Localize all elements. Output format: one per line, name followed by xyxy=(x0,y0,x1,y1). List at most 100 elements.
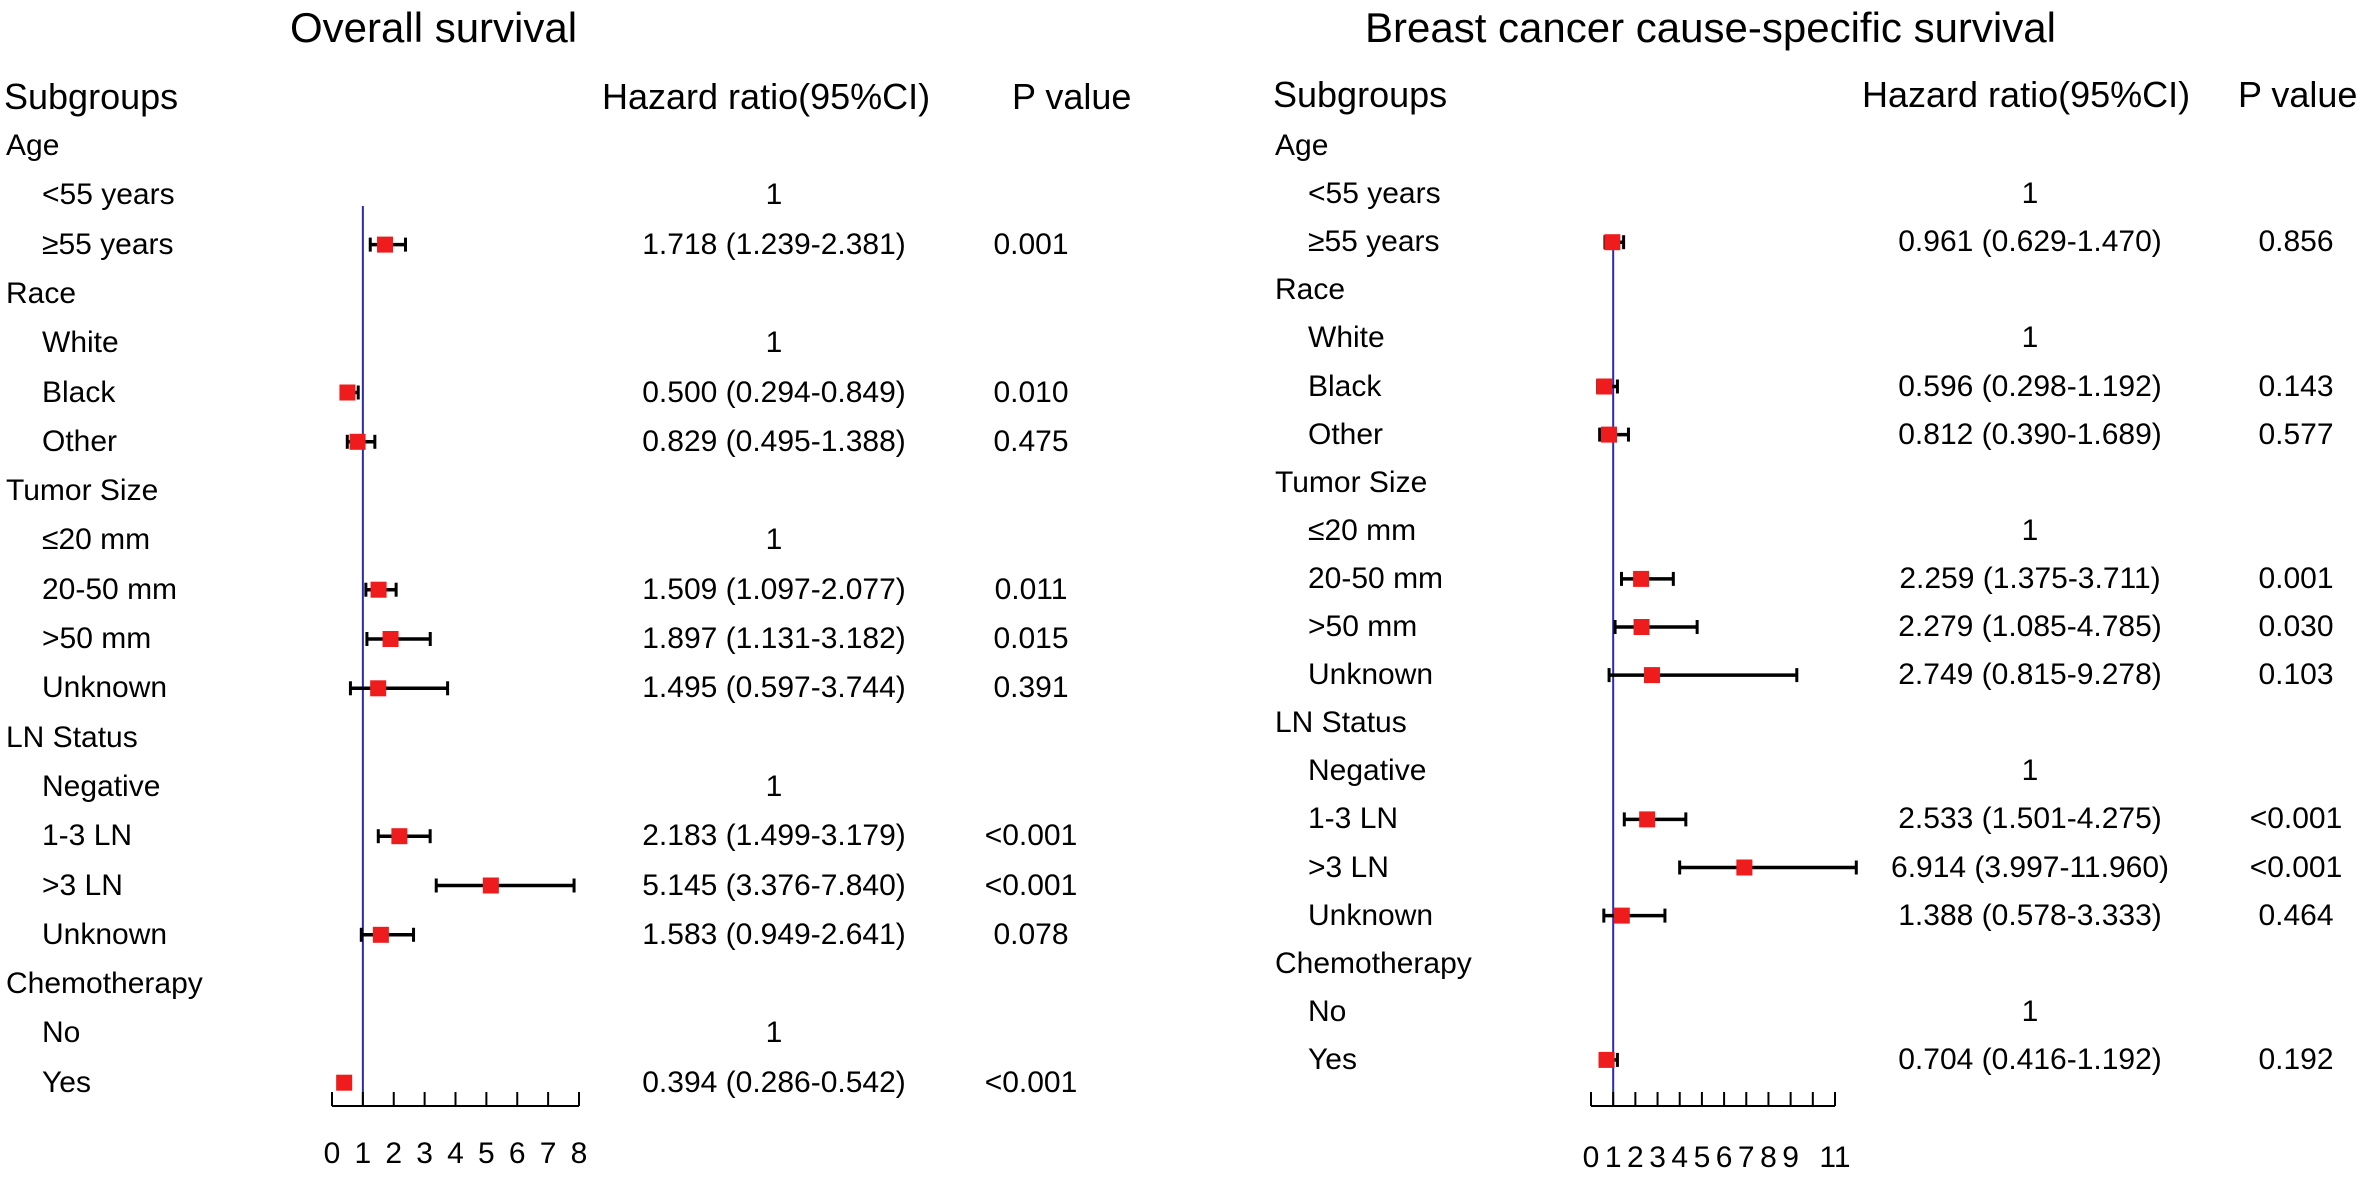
hazard-ratio-value: 1 xyxy=(765,523,783,557)
hazard-ratio-value: 1.509 (1.097-2.077) xyxy=(642,572,906,606)
p-value-header: P value xyxy=(1012,76,1132,117)
hazard-ratio-value: 0.961 (0.629-1.470) xyxy=(1898,225,2162,259)
p-value: <0.001 xyxy=(984,1065,1078,1099)
hazard-ratio-header: Hazard ratio(95%CI) xyxy=(602,76,931,117)
hazard-ratio-value: 1 xyxy=(765,178,783,212)
subgroup-label: White xyxy=(42,326,119,360)
p-value: 0.464 xyxy=(2258,898,2334,932)
subgroup-label: No xyxy=(1308,994,1347,1028)
subgroup-heading: Race xyxy=(6,276,77,310)
x-tick-label: 6 xyxy=(1716,1141,1733,1174)
hr-point-marker xyxy=(1596,378,1613,395)
subgroup-label: ≤20 mm xyxy=(42,523,151,557)
hazard-ratio-value: 1 xyxy=(2021,177,2039,211)
subgroup-label: Unknown xyxy=(42,671,168,705)
hazard-ratio-value: 1 xyxy=(2021,321,2039,355)
subgroup-label: Negative xyxy=(1308,754,1427,788)
subgroup-label: Black xyxy=(42,375,116,409)
p-value: <0.001 xyxy=(2249,802,2343,836)
hr-point-marker xyxy=(1639,811,1656,828)
hr-point-marker xyxy=(1598,1051,1615,1068)
hazard-ratio-value: 0.500 (0.294-0.849) xyxy=(642,375,906,409)
p-value: 0.001 xyxy=(2258,561,2334,595)
subgroup-label: No xyxy=(42,1016,81,1050)
chart-title: Breast cancer cause-specific survival xyxy=(1365,4,2056,51)
subgroup-label: <55 years xyxy=(42,178,175,212)
hr-point-marker xyxy=(1643,667,1660,684)
subgroup-label: Unknown xyxy=(1308,658,1434,692)
hazard-ratio-value: 1 xyxy=(765,326,783,360)
subgroup-label: >3 LN xyxy=(1308,850,1389,884)
p-value: 0.856 xyxy=(2258,225,2334,259)
hr-point-marker xyxy=(391,828,408,845)
p-value: 0.030 xyxy=(2258,610,2334,643)
x-tick-label: 1 xyxy=(355,1137,372,1170)
hr-point-marker xyxy=(370,581,387,598)
subgroup-label: >50 mm xyxy=(1308,610,1418,643)
subgroup-label: Yes xyxy=(42,1065,91,1099)
hr-point-marker xyxy=(349,433,366,450)
subgroup-label: 1-3 LN xyxy=(42,819,133,853)
p-value: 0.391 xyxy=(993,671,1069,705)
subgroup-label: White xyxy=(1308,321,1385,355)
p-value: 0.078 xyxy=(993,917,1069,951)
hr-point-marker xyxy=(372,926,389,943)
p-value: 0.015 xyxy=(993,622,1069,655)
x-tick-label: 4 xyxy=(1671,1141,1688,1174)
subgroup-heading: Tumor Size xyxy=(1275,465,1428,499)
subgroup-label: Black xyxy=(1308,369,1382,403)
x-tick-label: 5 xyxy=(478,1137,495,1170)
subgroup-label: >3 LN xyxy=(42,868,123,902)
hazard-ratio-value: 1 xyxy=(2021,754,2039,788)
subgroup-label: ≥55 years xyxy=(42,227,174,261)
hazard-ratio-value: 1.583 (0.949-2.641) xyxy=(642,917,906,951)
hazard-ratio-value: 2.533 (1.501-4.275) xyxy=(1898,802,2162,836)
x-tick-label: 6 xyxy=(509,1137,526,1170)
p-value: 0.011 xyxy=(994,572,1068,606)
subgroup-label: >50 mm xyxy=(42,622,152,655)
x-tick-label: 4 xyxy=(447,1137,464,1170)
x-tick-label: 7 xyxy=(1738,1141,1755,1174)
subgroup-label: ≥55 years xyxy=(1308,225,1440,259)
p-value: 0.577 xyxy=(2258,417,2334,451)
x-tick-label: 1 xyxy=(1605,1141,1622,1174)
hazard-ratio-value: 2.259 (1.375-3.711) xyxy=(1899,561,2161,595)
hr-point-marker xyxy=(1601,426,1618,443)
subgroup-label: Unknown xyxy=(42,917,168,951)
subgroup-label: Negative xyxy=(42,769,161,803)
hazard-ratio-value: 1 xyxy=(2021,994,2039,1028)
x-tick-label: 5 xyxy=(1694,1141,1711,1174)
hazard-ratio-value: 0.704 (0.416-1.192) xyxy=(1898,1042,2162,1076)
hr-point-marker xyxy=(1736,859,1753,876)
hazard-ratio-value: 1 xyxy=(2021,513,2039,547)
subgroup-heading: Race xyxy=(1275,273,1346,307)
subgroup-label: 20-50 mm xyxy=(42,572,178,606)
x-tick-label: 3 xyxy=(1649,1141,1666,1174)
chart-title: Overall survival xyxy=(290,4,578,51)
x-tick-label: 8 xyxy=(571,1137,588,1170)
hazard-ratio-value: 2.279 (1.085-4.785) xyxy=(1898,610,2162,643)
x-tick-label: 8 xyxy=(1760,1141,1777,1174)
x-tick-label: 2 xyxy=(385,1137,402,1170)
subgroup-label: 20-50 mm xyxy=(1308,561,1444,595)
subgroup-label: Yes xyxy=(1308,1042,1357,1076)
subgroup-label: 1-3 LN xyxy=(1308,802,1399,836)
hr-point-marker xyxy=(1633,619,1650,635)
x-tick-label: 3 xyxy=(416,1137,433,1170)
subgroup-heading: Chemotherapy xyxy=(1275,946,1472,980)
hazard-ratio-value: 1 xyxy=(765,769,783,803)
hazard-ratio-value: 0.394 (0.286-0.542) xyxy=(642,1065,906,1099)
p-value: 0.010 xyxy=(993,375,1069,409)
subgroup-label: <55 years xyxy=(1308,177,1441,211)
hazard-ratio-value: 1.718 (1.239-2.381) xyxy=(642,227,906,261)
p-value: <0.001 xyxy=(984,819,1078,853)
subgroups-header: Subgroups xyxy=(1273,74,1448,115)
x-tick-label: 2 xyxy=(1627,1141,1644,1174)
hr-point-marker xyxy=(1633,570,1650,587)
p-value: 0.475 xyxy=(993,424,1069,458)
hr-point-marker xyxy=(1613,907,1630,924)
hazard-ratio-value: 2.183 (1.499-3.179) xyxy=(642,819,906,853)
hazard-ratio-value: 2.749 (0.815-9.278) xyxy=(1898,658,2162,692)
